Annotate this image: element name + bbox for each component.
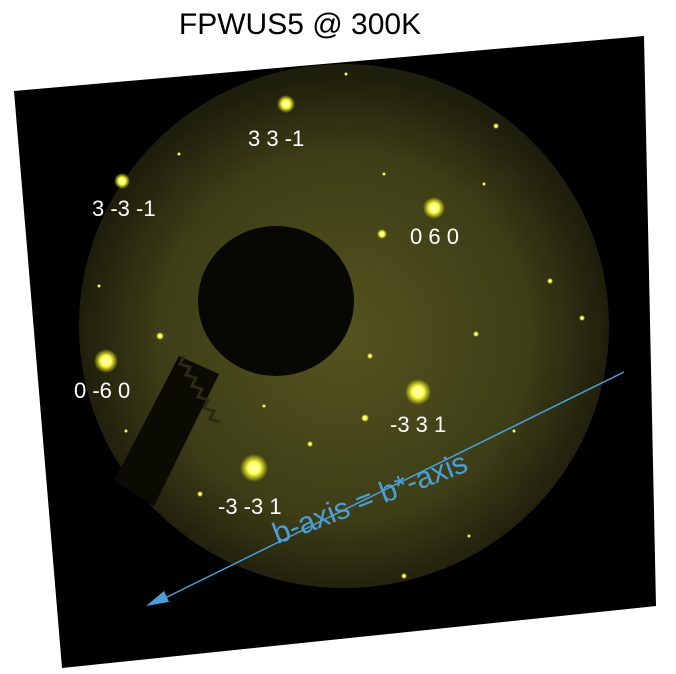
b-axis-arrow (146, 371, 625, 606)
figure-title: FPWUS5 @ 300K (178, 8, 422, 41)
reflection-label: 0 -6 0 (74, 378, 131, 403)
reflection-label: -3 3 1 (390, 412, 447, 437)
reflection-label: 0 6 0 (410, 224, 459, 249)
laue-pattern-svg (14, 36, 656, 668)
reflection-label: 3 -3 -1 (92, 196, 156, 221)
beam-stop-holder (114, 355, 221, 506)
diffraction-image (14, 36, 656, 668)
diffraction-spots (94, 72, 585, 579)
reflection-label: 3 3 -1 (248, 126, 305, 151)
beam-stop (198, 226, 354, 376)
reflection-label: -3 -3 1 (218, 494, 282, 519)
